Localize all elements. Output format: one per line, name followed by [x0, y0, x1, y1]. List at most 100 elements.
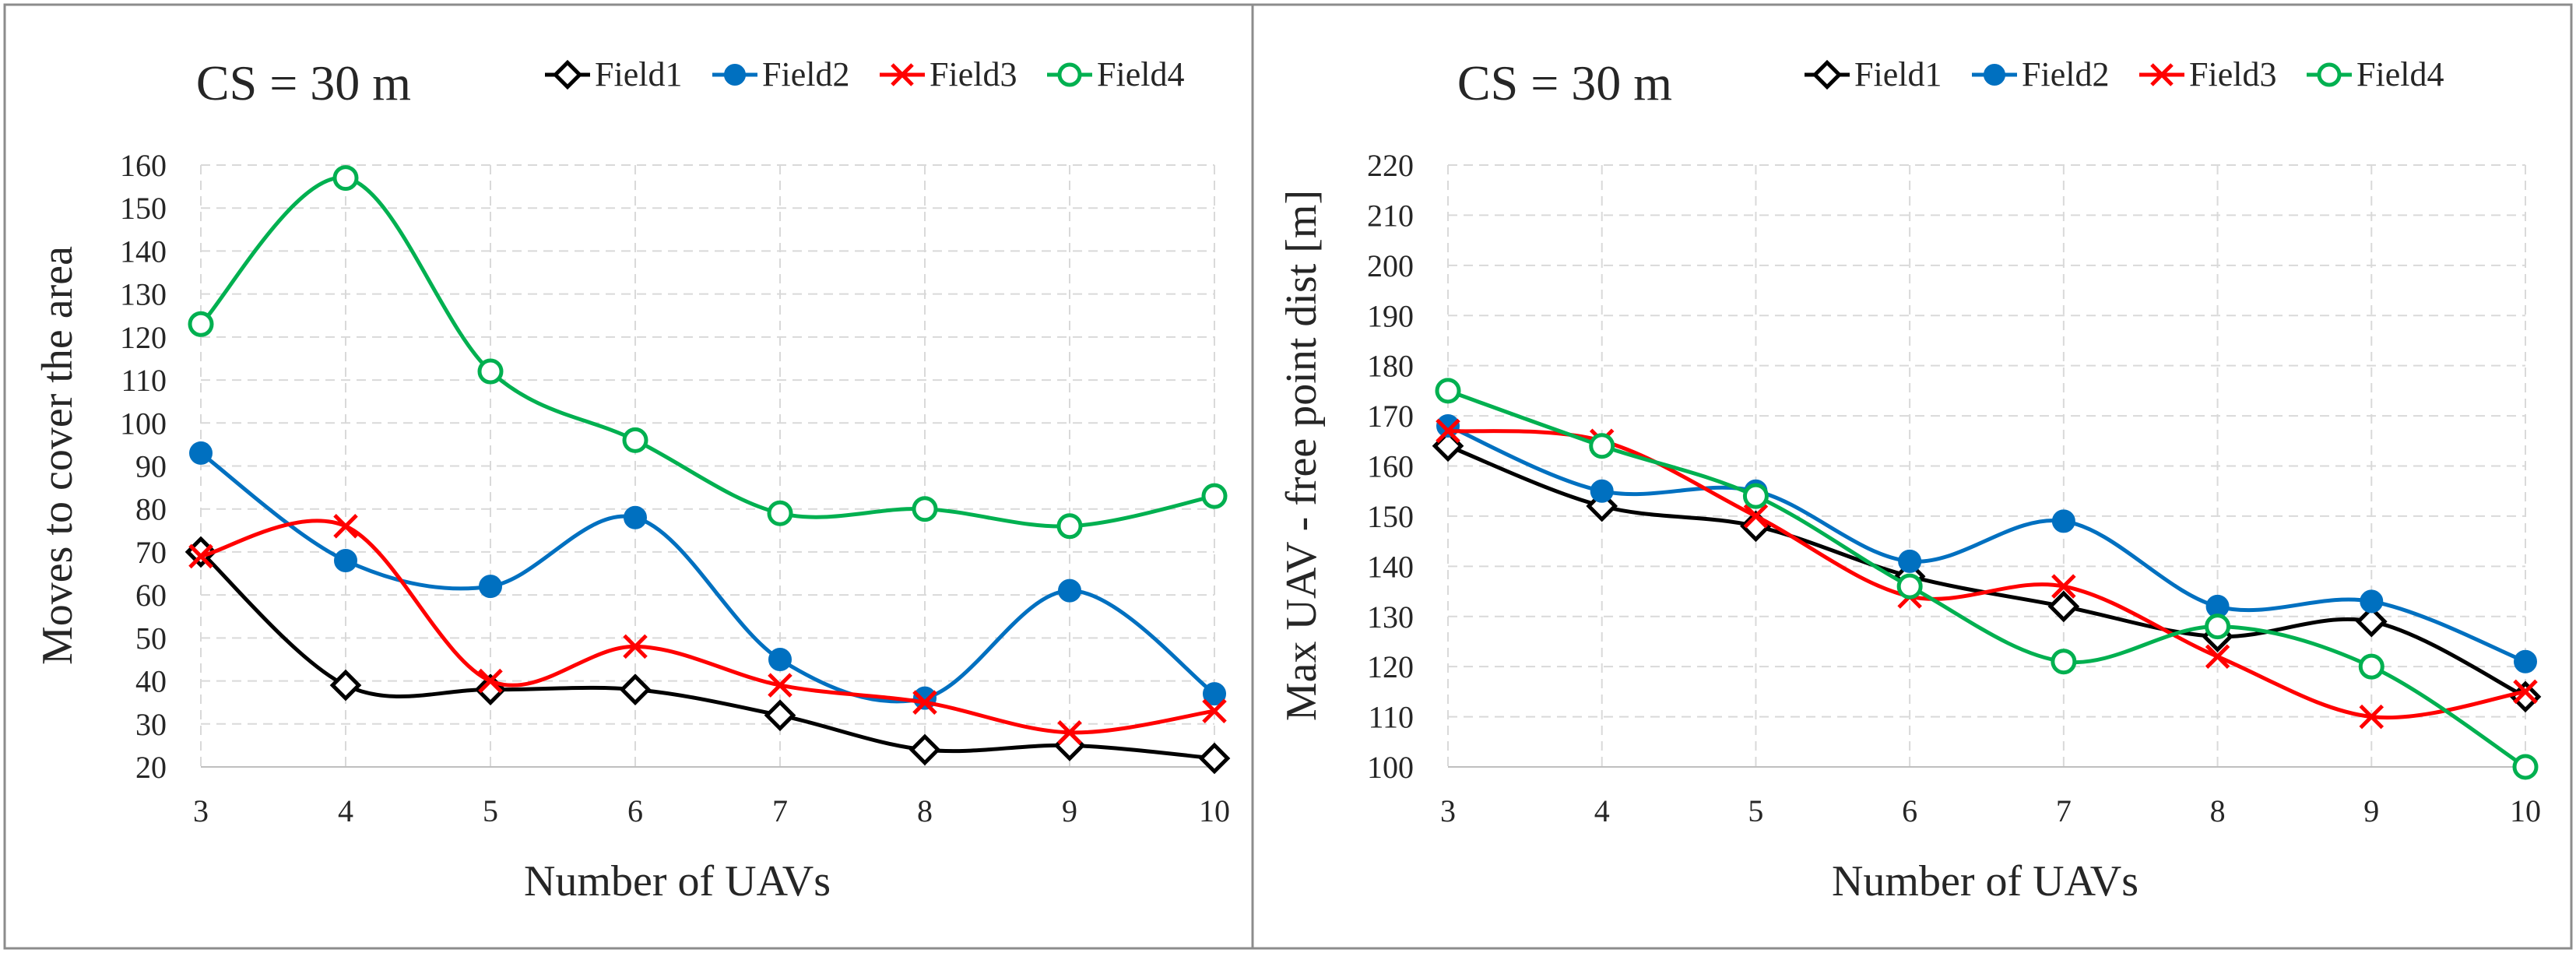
y-tick-label: 200: [1367, 248, 1414, 283]
y-tick-label: 160: [120, 148, 167, 183]
data-point-field2: [2051, 509, 2075, 533]
y-tick-label: 110: [121, 363, 167, 398]
data-point-field1: [619, 673, 652, 705]
data-point-field3: [2513, 679, 2538, 705]
x-tick-label: 3: [1440, 793, 1456, 828]
data-point-field2: [1058, 578, 1081, 603]
y-tick-label: 70: [135, 535, 167, 570]
y-tick-label: 30: [135, 707, 167, 742]
chart-title: CS = 30 m: [1457, 55, 1672, 111]
data-point-field3: [912, 690, 937, 715]
y-tick-label: 120: [120, 320, 167, 355]
y-tick-label: 40: [135, 664, 167, 699]
data-point-field2: [1590, 479, 1614, 503]
y-tick-label: 150: [1367, 499, 1414, 534]
legend-marker: [2317, 62, 2342, 87]
legend-marker: [2150, 63, 2174, 86]
x-tick-label: 8: [917, 793, 933, 828]
data-point-field4: [477, 358, 504, 385]
y-tick-label: 100: [120, 406, 167, 441]
y-tick-label: 80: [135, 492, 167, 527]
data-point-field3: [478, 668, 503, 694]
legend-item-field2: Field2: [1972, 55, 2109, 93]
legend-label: Field4: [2356, 55, 2444, 93]
data-point-field1: [2047, 590, 2080, 623]
legend-item-field3: Field3: [880, 55, 1017, 93]
data-point-field4: [1896, 573, 1923, 600]
data-point-field4: [1201, 483, 1228, 509]
legend-marker: [1057, 62, 1082, 87]
y-tick-label: 150: [120, 191, 167, 226]
data-point-field3: [1436, 418, 1460, 444]
data-point-field4: [1056, 513, 1083, 540]
data-point-field4: [2051, 649, 2077, 675]
x-tick-label: 7: [772, 793, 788, 828]
data-point-field4: [912, 496, 938, 522]
series-line-field2: [1447, 424, 2526, 664]
data-point-field4: [2512, 754, 2539, 780]
series-line-field3: [1447, 428, 2526, 720]
series-line-field3: [200, 519, 1215, 735]
x-tick-label: 3: [193, 793, 209, 828]
x-tick-label: 4: [1594, 793, 1610, 828]
y-axis-label: Max UAV - free point dist [m]: [1277, 190, 1326, 721]
data-point-field4: [188, 311, 214, 337]
legend-marker: [1984, 64, 2005, 86]
x-tick-label: 9: [2363, 793, 2379, 828]
y-tick-label: 90: [135, 449, 167, 484]
x-tick-label: 6: [627, 793, 643, 828]
data-point-field3: [623, 634, 648, 659]
y-tick-label: 20: [135, 750, 167, 785]
x-axis-label: Number of UAVs: [524, 857, 831, 906]
legend-marker: [1812, 59, 1843, 90]
legend-item-field2: Field2: [712, 55, 849, 93]
legend-label: Field2: [2022, 55, 2109, 93]
data-point-field1: [2355, 605, 2388, 638]
y-tick-label: 140: [120, 234, 167, 269]
y-tick-label: 60: [135, 578, 167, 613]
data-point-field2: [1898, 549, 1922, 573]
y-tick-label: 170: [1367, 399, 1414, 434]
chart-title: CS = 30 m: [196, 55, 411, 111]
y-tick-label: 130: [1367, 600, 1414, 635]
data-point-field2: [2360, 589, 2384, 614]
data-point-field2: [2514, 649, 2537, 673]
data-point-field4: [1742, 483, 1769, 509]
x-tick-label: 7: [2056, 793, 2072, 828]
data-point-field4: [1435, 378, 1461, 404]
y-tick-label: 160: [1367, 449, 1414, 484]
x-tick-label: 5: [483, 793, 498, 828]
x-tick-label: 10: [1199, 793, 1230, 828]
legend-item-field4: Field4: [2307, 55, 2444, 93]
data-point-field2: [334, 548, 357, 572]
series-line-field4: [1447, 389, 2527, 769]
legend-label: Field1: [595, 55, 682, 93]
data-point-field3: [1743, 504, 1769, 529]
series-line-field2: [199, 451, 1216, 704]
data-point-field4: [2358, 653, 2384, 680]
data-point-field3: [333, 514, 358, 539]
x-tick-label: 9: [1062, 793, 1077, 828]
figure-frame: [3, 3, 2573, 950]
data-point-field1: [764, 699, 796, 732]
y-tick-label: 110: [1368, 700, 1414, 735]
data-point-field2: [624, 505, 647, 529]
data-point-field3: [188, 543, 213, 569]
data-point-field2: [768, 647, 792, 671]
data-point-field3: [768, 673, 792, 698]
y-tick-label: 50: [135, 621, 167, 656]
y-tick-label: 100: [1367, 750, 1414, 785]
y-tick-label: 180: [1367, 349, 1414, 384]
x-tick-label: 5: [1748, 793, 1763, 828]
data-point-field4: [767, 500, 793, 526]
y-tick-label: 220: [1367, 148, 1414, 183]
data-point-field3: [1057, 720, 1082, 745]
legend-label: Field3: [2189, 55, 2276, 93]
x-tick-label: 6: [1902, 793, 1917, 828]
x-tick-label: 4: [338, 793, 353, 828]
legend-label: Field1: [1854, 55, 1942, 93]
data-point-field2: [479, 575, 502, 599]
legend-item-field4: Field4: [1047, 55, 1184, 93]
x-tick-label: 10: [2510, 793, 2541, 828]
